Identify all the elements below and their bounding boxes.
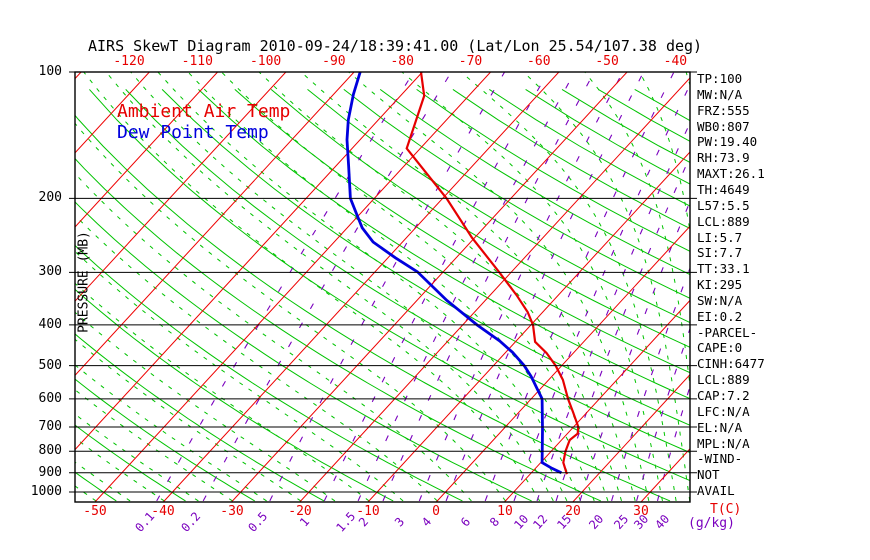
stat-th: TH:4649 bbox=[697, 181, 750, 197]
legend-dew-point-label: Dew Point Temp bbox=[117, 122, 269, 143]
stat-lfc: LFC:N/A bbox=[697, 403, 750, 419]
pressure-tick-100: 100 bbox=[38, 64, 62, 79]
bottom-temp-label--40: -40 bbox=[151, 504, 175, 519]
stat-li: LI:5.7 bbox=[697, 229, 743, 245]
stat-cape: CAPE:0 bbox=[697, 340, 743, 356]
stat--wind-: -WIND- bbox=[697, 451, 743, 467]
pressure-tick-400: 400 bbox=[38, 316, 62, 332]
plot-grid bbox=[75, 72, 690, 502]
bottom-temp-label-0: 0 bbox=[432, 504, 440, 519]
pressure-tick-1000: 1000 bbox=[30, 484, 62, 499]
pressure-tick-600: 600 bbox=[38, 390, 62, 406]
bottom-temp-label-30: 30 bbox=[633, 504, 649, 519]
pressure-tick-300: 300 bbox=[38, 264, 62, 280]
stat-ei: EI:0.2 bbox=[697, 308, 743, 324]
pressure-tick-900: 900 bbox=[38, 464, 62, 480]
stat-l57: L57:5.5 bbox=[697, 197, 750, 213]
ambient-temp-curve bbox=[405, 72, 580, 475]
mixing-unit-label: (g/kg) bbox=[688, 516, 735, 531]
stat-sw: SW:N/A bbox=[697, 292, 743, 308]
stat-maxt: MAXT:26.1 bbox=[697, 166, 765, 182]
stat-mpl: MPL:N/A bbox=[697, 435, 750, 451]
bottom-temp-label--50: -50 bbox=[83, 504, 107, 519]
bottom-temp-label--30: -30 bbox=[220, 504, 244, 519]
stat-wb0: WB0:807 bbox=[697, 118, 750, 134]
stat-ki: KI:295 bbox=[697, 277, 743, 293]
stat-pw: PW:19.40 bbox=[697, 134, 758, 150]
top-temp-label--100: -100 bbox=[249, 54, 282, 69]
pressure-axis-title: PRESSURE (MB) bbox=[76, 231, 92, 333]
legend-ambient-temp-label: Ambient Air Temp bbox=[117, 101, 291, 122]
stat-cap: CAP:7.2 bbox=[697, 388, 750, 403]
pressure-tick-200: 200 bbox=[38, 190, 62, 206]
bottom-temp-label--10: -10 bbox=[356, 504, 380, 519]
bottom-temp-label-10: 10 bbox=[497, 504, 513, 519]
top-temp-label--40: -40 bbox=[663, 54, 688, 69]
stat-not: NOT bbox=[697, 467, 720, 483]
stat-cinh: CINH:6477 bbox=[697, 356, 765, 372]
top-temp-label--80: -80 bbox=[390, 54, 414, 69]
stat-frz: FRZ:555 bbox=[697, 102, 750, 118]
pressure-tick-500: 500 bbox=[38, 357, 62, 373]
stat-mw: MW:N/A bbox=[697, 86, 743, 102]
plot-border bbox=[74, 71, 691, 503]
stat-tp: TP:100 bbox=[697, 71, 743, 86]
temp-unit-label: T(C) bbox=[710, 502, 742, 517]
top-temp-label--50: -50 bbox=[595, 54, 619, 69]
pressure-tick-700: 700 bbox=[38, 418, 62, 434]
top-temp-label--60: -60 bbox=[527, 54, 551, 69]
stat-lcl: LCL:889 bbox=[697, 213, 750, 229]
stat-rh: RH:73.9 bbox=[697, 150, 750, 166]
top-temp-label--70: -70 bbox=[458, 54, 483, 69]
stat-avail: AVAIL bbox=[697, 483, 735, 499]
stat-lcl: LCL:889 bbox=[697, 372, 750, 388]
top-temp-label--90: -90 bbox=[322, 54, 346, 69]
top-temp-label--110: -110 bbox=[181, 54, 213, 69]
dew-point-curve bbox=[345, 72, 562, 475]
stat-el: EL:N/A bbox=[697, 419, 743, 435]
bottom-temp-label--20: -20 bbox=[288, 504, 312, 519]
chart-title: AIRS SkewT Diagram 2010-09-24/18:39:41.0… bbox=[88, 37, 703, 55]
top-temp-label--120: -120 bbox=[113, 54, 145, 69]
pressure-tick-800: 800 bbox=[38, 443, 62, 459]
stat-si: SI:7.7 bbox=[697, 245, 743, 261]
stat--parcel-: -PARCEL- bbox=[697, 324, 758, 340]
stat-tt: TT:33.1 bbox=[697, 261, 750, 277]
bottom-temp-label-20: 20 bbox=[565, 504, 581, 519]
